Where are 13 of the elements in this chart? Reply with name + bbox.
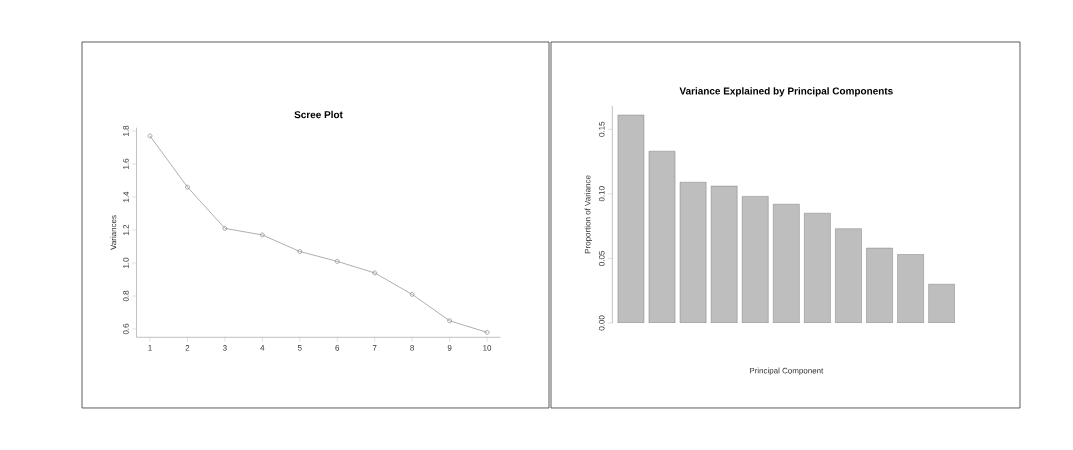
bar (741, 196, 769, 323)
bar (835, 228, 862, 323)
bar (679, 181, 707, 323)
bar (804, 212, 831, 323)
chart-title: Variance Explained by Principal Components (679, 87, 893, 97)
bar (897, 254, 924, 323)
bar (773, 203, 800, 323)
bar (866, 247, 893, 323)
bar (928, 284, 955, 323)
bar (710, 185, 738, 323)
bar (617, 114, 645, 323)
bar (648, 150, 676, 323)
chart-title: Scree Plot (294, 110, 343, 119)
